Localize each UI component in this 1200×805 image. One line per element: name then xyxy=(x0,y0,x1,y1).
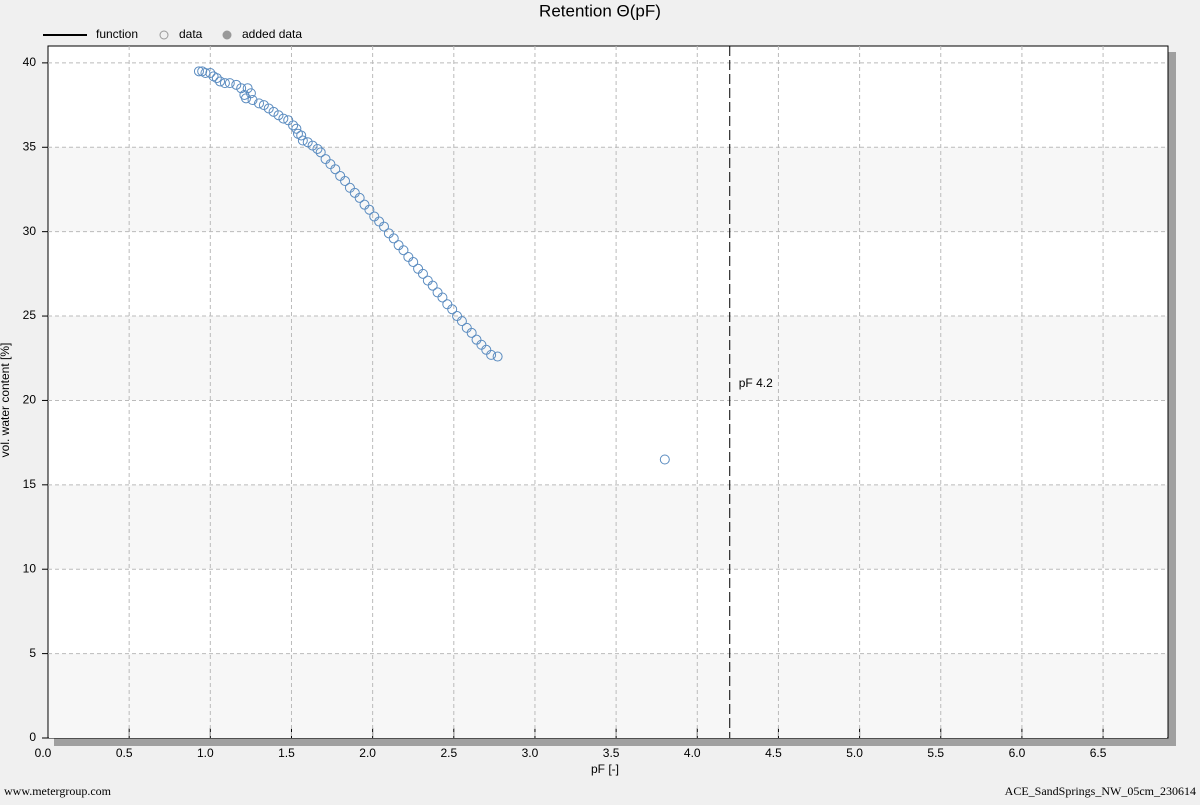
data-point xyxy=(437,292,448,303)
data-point xyxy=(245,88,256,99)
legend-label: data xyxy=(179,27,203,41)
data-point xyxy=(297,135,308,146)
data-point xyxy=(354,192,365,203)
x-axis-label: pF [-] xyxy=(591,762,619,776)
data-point xyxy=(486,349,497,360)
data-point xyxy=(278,113,289,124)
annotation-label: pF 4.2 xyxy=(739,376,773,390)
data-point xyxy=(417,268,428,279)
data-point xyxy=(224,78,235,89)
legend-swatch xyxy=(159,30,169,40)
data-point xyxy=(242,83,253,94)
y-tick-label: 15 xyxy=(23,477,37,491)
data-point xyxy=(315,147,326,158)
data-point xyxy=(211,73,222,84)
y-tick-label: 5 xyxy=(29,646,36,660)
data-point xyxy=(236,83,247,94)
data-point xyxy=(456,316,467,327)
data-point xyxy=(379,221,389,232)
data-point xyxy=(492,351,503,362)
x-tick-label: 5.5 xyxy=(927,746,944,760)
y-tick-label: 0 xyxy=(29,730,36,744)
data-point xyxy=(447,304,458,315)
data-point xyxy=(340,176,351,187)
data-point xyxy=(288,120,299,131)
band xyxy=(49,653,1167,738)
footer-left: www.metergroup.com xyxy=(4,784,112,798)
x-tick-label: 1.5 xyxy=(278,746,295,760)
legend-label: added data xyxy=(242,27,302,41)
x-tick-label: 3.5 xyxy=(603,746,620,760)
y-tick-label: 25 xyxy=(23,308,37,322)
data-point xyxy=(247,95,258,106)
x-tick-label: 3.0 xyxy=(522,746,539,760)
chart-title: Retention Θ(pF) xyxy=(539,1,661,20)
x-tick-label: 0.5 xyxy=(116,746,133,760)
data-point xyxy=(215,76,226,87)
data-point xyxy=(364,204,375,215)
x-tick-label: 5.0 xyxy=(846,746,863,760)
data-point xyxy=(330,164,341,175)
x-tick-label: 2.5 xyxy=(440,746,457,760)
data-point xyxy=(254,98,265,109)
data-point xyxy=(193,66,204,77)
x-tick-label: 6.0 xyxy=(1009,746,1026,760)
data-point xyxy=(466,327,477,338)
data-point xyxy=(408,257,419,268)
x-tick-label: 2.0 xyxy=(359,746,376,760)
data-point xyxy=(427,280,438,291)
x-tick-label: 0.0 xyxy=(35,746,52,760)
data-point xyxy=(291,123,302,134)
y-tick-label: 10 xyxy=(23,561,37,575)
band xyxy=(49,484,1167,570)
data-point xyxy=(205,68,216,79)
legend-swatch xyxy=(222,30,232,40)
data-point xyxy=(312,143,323,154)
data-point xyxy=(659,454,670,465)
x-tick-label: 1.0 xyxy=(197,746,214,760)
band xyxy=(49,147,1167,232)
y-tick-label: 35 xyxy=(23,139,37,153)
y-axis-label: vol. water content [%] xyxy=(0,343,12,458)
data-point xyxy=(219,78,230,89)
data-point xyxy=(388,233,399,244)
legend-label: function xyxy=(96,27,138,41)
x-tick-label: 6.5 xyxy=(1090,746,1107,760)
y-tick-label: 30 xyxy=(23,224,37,238)
data-point xyxy=(296,130,307,141)
data-point xyxy=(398,245,409,256)
x-tick-label: 4.5 xyxy=(765,746,782,760)
footer-right: ACE_SandSprings_NW_05cm_230614 xyxy=(1005,784,1196,798)
band xyxy=(49,316,1167,401)
y-tick-label: 40 xyxy=(23,55,37,69)
y-tick-label: 20 xyxy=(23,393,37,407)
x-tick-label: 4.0 xyxy=(684,746,701,760)
